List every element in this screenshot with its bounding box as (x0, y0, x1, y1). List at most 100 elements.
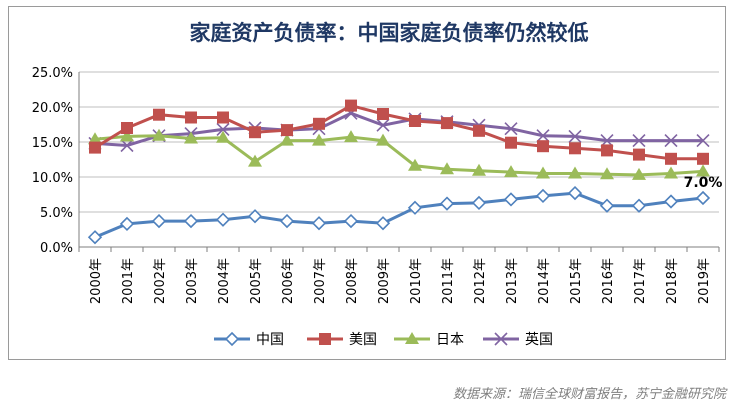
data-point-美国 (313, 117, 325, 130)
data-point-日本 (696, 164, 710, 177)
x-tick-label: 2006年 (281, 258, 296, 304)
x-tick-label: 2008年 (345, 258, 360, 304)
data-point-中国 (695, 190, 711, 206)
x-tick-label: 2003年 (185, 258, 200, 304)
data-point-英国 (120, 138, 134, 153)
data-point-中国 (503, 192, 519, 207)
data-point-美国 (505, 136, 517, 149)
legend-marker (405, 332, 419, 344)
data-point-美国 (153, 108, 165, 121)
x-tick-label: 2010年 (409, 258, 424, 304)
data-point-中国 (119, 216, 135, 232)
source-note: 数据来源：瑞信全球财富报告，苏宁金融研究院 (452, 387, 726, 402)
legend-label: 日本 (436, 332, 464, 348)
data-point-英国 (696, 134, 710, 148)
data-point-日本 (280, 133, 294, 146)
x-tick-label: 2012年 (473, 258, 488, 304)
data-point-英国 (216, 122, 230, 136)
series-line-中国 (94, 191, 704, 239)
data-point-日本 (600, 167, 614, 180)
data-point-中国 (407, 200, 423, 215)
y-tick-label: 15.0% (32, 136, 73, 151)
y-tick-label: 10.0% (32, 171, 73, 186)
y-tick-label: 5.0% (40, 206, 73, 221)
data-point-日本 (664, 166, 678, 179)
x-tick-label: 2004年 (217, 258, 232, 304)
data-point-日本 (440, 162, 454, 175)
legend-label: 美国 (349, 332, 377, 348)
x-tick-label: 2015年 (569, 258, 584, 304)
data-point-英国 (504, 122, 518, 136)
series-line-英国 (94, 111, 703, 148)
data-point-美国 (345, 99, 357, 112)
data-point-日本 (344, 130, 358, 143)
data-point-美国 (281, 124, 293, 137)
x-tick-label: 2011年 (441, 258, 456, 304)
data-label: 7.0% (684, 175, 723, 191)
data-point-美国 (185, 111, 197, 124)
data-point-中国 (375, 216, 391, 231)
data-point-英国 (536, 129, 550, 143)
data-point-美国 (537, 140, 549, 153)
data-point-英国 (568, 129, 582, 143)
data-point-美国 (697, 152, 709, 165)
data-point-中国 (151, 213, 167, 229)
x-tick-label: 2016年 (601, 258, 616, 304)
data-point-日本 (312, 133, 326, 146)
data-point-中国 (663, 194, 679, 209)
x-tick-label: 2017年 (633, 258, 648, 304)
data-point-美国 (217, 111, 229, 124)
data-point-中国 (247, 209, 263, 224)
x-tick-label: 2005年 (249, 258, 264, 304)
data-point-中国 (343, 213, 359, 229)
data-point-美国 (473, 124, 485, 137)
data-point-中国 (311, 216, 327, 231)
data-point-英国 (632, 134, 646, 148)
data-point-美国 (377, 108, 389, 120)
data-point-美国 (665, 152, 677, 165)
data-point-英国 (376, 118, 390, 132)
data-point-中国 (279, 213, 295, 229)
data-point-中国 (215, 212, 231, 227)
data-point-日本 (536, 166, 550, 179)
x-tick-label: 2002年 (153, 258, 168, 304)
data-point-日本 (408, 158, 422, 171)
y-tick-label: 0.0% (40, 241, 73, 256)
series-line-日本 (94, 134, 704, 177)
data-point-日本 (152, 128, 166, 141)
data-point-日本 (632, 167, 646, 180)
data-point-中国 (631, 198, 647, 213)
data-point-中国 (183, 213, 199, 229)
data-point-日本 (376, 133, 390, 146)
data-point-日本 (120, 129, 134, 142)
data-point-美国 (249, 126, 261, 139)
data-point-中国 (87, 230, 103, 245)
data-point-美国 (89, 141, 101, 154)
data-point-日本 (216, 130, 230, 143)
data-point-中国 (439, 196, 455, 211)
x-tick-label: 2001年 (121, 258, 136, 304)
data-point-美国 (601, 144, 613, 157)
data-point-日本 (184, 131, 198, 144)
x-tick-label: 2019年 (697, 258, 712, 304)
data-point-美国 (441, 117, 453, 130)
chart-frame: 家庭资产负债率：中国家庭负债率仍然较低 0.0% 5.0% 10.0% 15.0% 20.… (8, 6, 726, 360)
legend-marker (494, 332, 508, 346)
legend-marker (319, 333, 331, 345)
data-point-中国 (567, 185, 583, 201)
chart-title: 家庭资产负债率：中国家庭负债率仍然较低 (190, 20, 589, 45)
data-point-中国 (599, 198, 615, 213)
legend-marker (224, 331, 240, 347)
x-tick-label: 2018年 (665, 258, 680, 304)
data-point-美国 (569, 142, 581, 155)
data-point-日本 (504, 165, 518, 178)
legend-label: 中国 (256, 332, 284, 348)
x-tick-label: 2013年 (505, 258, 520, 304)
data-point-英国 (664, 134, 678, 148)
x-tick-label: 2009年 (377, 258, 392, 304)
line-chart: 家庭资产负债率：中国家庭负债率仍然较低 0.0% 5.0% 10.0% 15.0% 20.… (32, 20, 723, 348)
y-tick-label: 20.0% (32, 101, 73, 116)
data-point-美国 (121, 122, 133, 134)
data-point-中国 (535, 188, 551, 204)
data-point-中国 (471, 195, 487, 211)
